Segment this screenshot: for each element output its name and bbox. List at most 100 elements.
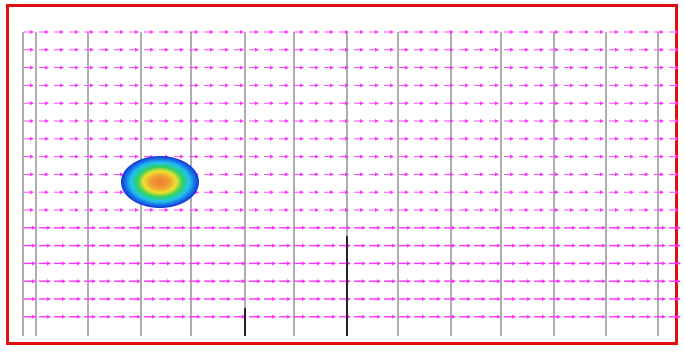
arrow-head — [60, 47, 64, 52]
arrow-head — [270, 101, 274, 106]
arrow-head — [345, 119, 349, 123]
arrow-head — [482, 314, 486, 319]
arrow-head — [572, 279, 576, 284]
arrow-head — [510, 65, 514, 70]
arrow-head — [315, 136, 319, 141]
arrow-head — [555, 190, 559, 195]
arrow-head — [210, 119, 214, 123]
arrow-head — [45, 154, 49, 159]
arrow-head — [647, 314, 651, 319]
arrow-head — [210, 47, 214, 52]
arrow-head — [630, 101, 634, 106]
arrow-head — [197, 243, 201, 248]
arrow-head — [210, 83, 214, 88]
arrow-head — [660, 119, 664, 123]
arrow-head — [632, 314, 636, 319]
arrow-head — [555, 136, 559, 141]
arrow-head — [602, 279, 606, 284]
arrow-head — [285, 154, 289, 159]
arrow-head — [435, 101, 439, 106]
arrow-head — [480, 119, 484, 123]
arrow-head — [570, 154, 574, 159]
arrow-head — [150, 30, 154, 34]
arrow-head — [257, 243, 261, 248]
arrow-head — [495, 154, 499, 159]
arrow-head — [677, 261, 681, 266]
arrow-head — [572, 314, 576, 319]
arrow-head — [300, 83, 304, 88]
arrow-head — [527, 297, 531, 301]
arrow-head — [660, 30, 664, 34]
arrow-head — [555, 119, 559, 123]
arrow-head — [255, 65, 259, 70]
arrow-head — [437, 314, 441, 319]
arrow-head — [242, 261, 246, 266]
arrow-head — [482, 225, 486, 230]
arrow-head — [495, 47, 499, 52]
arrow-head — [617, 261, 621, 266]
arrow-head — [632, 297, 636, 301]
arrow-head — [62, 314, 66, 319]
arrow-head — [375, 136, 379, 141]
arrow-head — [362, 279, 366, 284]
arrow-head — [227, 279, 231, 284]
arrow-head — [377, 297, 381, 301]
arrow-head — [540, 83, 544, 88]
arrow-head — [257, 261, 261, 266]
arrow-head — [120, 154, 124, 159]
arrow-head — [302, 279, 306, 284]
arrow-head — [510, 172, 514, 177]
arrow-head — [105, 65, 109, 70]
arrow-head — [435, 136, 439, 141]
arrow-head — [255, 119, 259, 123]
arrow-head — [525, 30, 529, 34]
arrow-head — [570, 190, 574, 195]
arrow-head — [450, 65, 454, 70]
arrow-head — [540, 190, 544, 195]
arrow-head — [60, 154, 64, 159]
arrow-head — [92, 279, 96, 284]
arrow-head — [420, 101, 424, 106]
arrow-head — [630, 30, 634, 34]
arrow-head — [555, 30, 559, 34]
arrow-head — [270, 190, 274, 195]
arrow-head — [512, 225, 516, 230]
arrow-head — [75, 83, 79, 88]
arrow-head — [555, 83, 559, 88]
arrow-head — [480, 83, 484, 88]
arrow-head — [330, 172, 334, 177]
arrow-head — [645, 47, 649, 52]
arrow-head — [360, 208, 364, 212]
arrow-head — [90, 65, 94, 70]
arrow-head — [407, 261, 411, 266]
arrow-head — [392, 225, 396, 230]
arrow-head — [540, 47, 544, 52]
arrow-head — [165, 83, 169, 88]
vector-arrows — [24, 30, 681, 319]
arrow-head — [645, 101, 649, 106]
arrow-head — [390, 65, 394, 70]
arrow-head — [660, 101, 664, 106]
arrow-head — [420, 172, 424, 177]
arrow-head — [317, 243, 321, 248]
arrow-head — [647, 243, 651, 248]
arrow-head — [167, 279, 171, 284]
arrow-head — [107, 261, 111, 266]
arrow-head — [120, 47, 124, 52]
arrow-head — [360, 119, 364, 123]
arrow-head — [617, 225, 621, 230]
arrow-head — [497, 297, 501, 301]
arrow-head — [540, 101, 544, 106]
arrow-head — [92, 314, 96, 319]
arrow-head — [542, 297, 546, 301]
arrow-head — [135, 30, 139, 34]
arrow-head — [360, 47, 364, 52]
arrow-head — [105, 30, 109, 34]
arrow-head — [585, 190, 589, 195]
arrow-head — [272, 243, 276, 248]
arrow-head — [555, 154, 559, 159]
arrow-head — [422, 314, 426, 319]
arrow-head — [257, 314, 261, 319]
arrow-head — [135, 65, 139, 70]
arrow-head — [360, 190, 364, 195]
